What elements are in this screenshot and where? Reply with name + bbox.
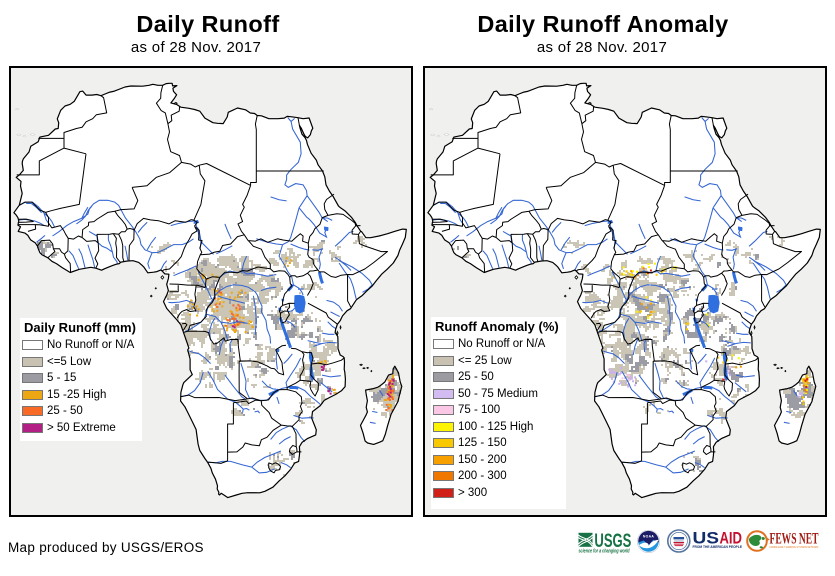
svg-text:FROM THE AMERICAN PEOPLE: FROM THE AMERICAN PEOPLE xyxy=(693,545,743,549)
svg-text:science for a changing world: science for a changing world xyxy=(579,549,631,555)
svg-text:FAMINE EARLY WARNING SYSTEMS N: FAMINE EARLY WARNING SYSTEMS NETWORK xyxy=(770,545,819,549)
svg-text:FEWS NET: FEWS NET xyxy=(770,531,819,548)
svg-text:NOAA: NOAA xyxy=(643,534,654,538)
svg-text:US: US xyxy=(693,528,720,547)
svg-text:USGS: USGS xyxy=(594,530,631,552)
svg-text:AID: AID xyxy=(720,528,743,547)
